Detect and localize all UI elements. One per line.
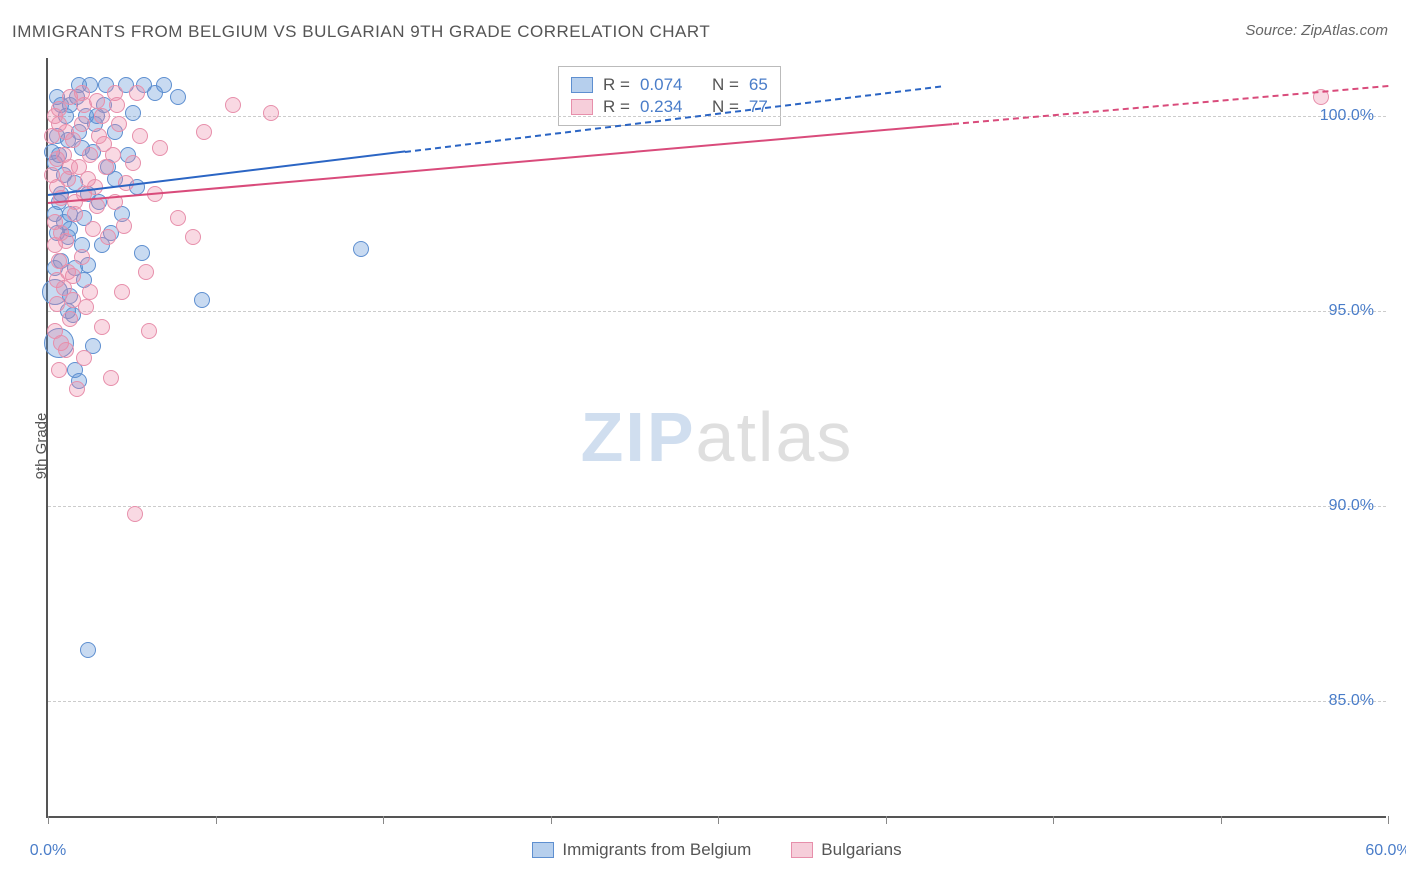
belgium-r-value: 0.074 <box>640 75 683 95</box>
scatter-point-bulgarians <box>263 105 279 121</box>
y-tick-label: 90.0% <box>1329 497 1374 515</box>
belgium-n-value: 65 <box>749 75 768 95</box>
watermark-atlas: atlas <box>696 398 854 476</box>
scatter-point-bulgarians <box>94 108 110 124</box>
scatter-point-bulgarians <box>132 128 148 144</box>
x-tick <box>216 816 217 824</box>
scatter-point-bulgarians <box>152 140 168 156</box>
scatter-point-bulgarians <box>74 116 90 132</box>
x-tick <box>48 816 49 824</box>
scatter-point-belgium <box>134 245 150 261</box>
legend-label-belgium: Immigrants from Belgium <box>562 840 751 860</box>
scatter-point-bulgarians <box>69 381 85 397</box>
legend: Immigrants from Belgium Bulgarians <box>48 840 1386 860</box>
scatter-point-bulgarians <box>127 506 143 522</box>
chart-container: IMMIGRANTS FROM BELGIUM VS BULGARIAN 9TH… <box>0 0 1406 892</box>
n-label: N = <box>712 75 739 95</box>
swatch-blue-icon <box>532 842 554 858</box>
scatter-point-bulgarians <box>138 264 154 280</box>
chart-title: IMMIGRANTS FROM BELGIUM VS BULGARIAN 9TH… <box>12 22 710 42</box>
bulgarians-r-value: 0.234 <box>640 97 683 117</box>
scatter-point-bulgarians <box>141 323 157 339</box>
scatter-point-bulgarians <box>89 93 105 109</box>
scatter-point-bulgarians <box>56 280 72 296</box>
scatter-point-bulgarians <box>91 128 107 144</box>
swatch-pink-icon <box>791 842 813 858</box>
scatter-point-bulgarians <box>170 210 186 226</box>
source-label: Source: <box>1245 22 1297 39</box>
scatter-point-bulgarians <box>44 128 60 144</box>
scatter-point-bulgarians <box>111 116 127 132</box>
scatter-point-bulgarians <box>225 97 241 113</box>
r-label: R = <box>603 75 630 95</box>
watermark-zip: ZIP <box>581 398 696 476</box>
scatter-point-belgium <box>147 85 163 101</box>
scatter-point-bulgarians <box>62 311 78 327</box>
scatter-point-bulgarians <box>53 225 69 241</box>
scatter-point-bulgarians <box>49 296 65 312</box>
r-label: R = <box>603 97 630 117</box>
scatter-point-bulgarians <box>74 85 90 101</box>
legend-item-belgium: Immigrants from Belgium <box>532 840 751 860</box>
x-tick-label: 60.0% <box>1365 842 1406 860</box>
scatter-point-bulgarians <box>89 198 105 214</box>
y-tick-label: 95.0% <box>1329 302 1374 320</box>
scatter-point-bulgarians <box>47 323 63 339</box>
swatch-blue-icon <box>571 77 593 93</box>
gridline-h <box>48 506 1386 507</box>
gridline-h <box>48 311 1386 312</box>
stat-row-bulgarians: R = 0.234 N = 77 <box>571 97 768 117</box>
y-tick-label: 85.0% <box>1329 692 1374 710</box>
scatter-point-bulgarians <box>94 319 110 335</box>
source-value: ZipAtlas.com <box>1301 22 1388 39</box>
scatter-point-bulgarians <box>71 159 87 175</box>
trendline-solid-bulgarians <box>48 123 953 204</box>
plot-area: ZIPatlas R = 0.074 N = 65 R = 0.234 N = … <box>46 58 1386 818</box>
scatter-point-belgium <box>353 241 369 257</box>
x-tick <box>551 816 552 824</box>
legend-label-bulgarians: Bulgarians <box>821 840 901 860</box>
scatter-point-bulgarians <box>196 124 212 140</box>
scatter-point-belgium <box>170 89 186 105</box>
stat-row-belgium: R = 0.074 N = 65 <box>571 75 768 95</box>
x-tick <box>1388 816 1389 824</box>
scatter-point-bulgarians <box>67 194 83 210</box>
scatter-point-bulgarians <box>51 362 67 378</box>
scatter-point-belgium <box>194 292 210 308</box>
scatter-point-bulgarians <box>76 350 92 366</box>
source-credit: Source: ZipAtlas.com <box>1245 22 1388 39</box>
scatter-point-bulgarians <box>185 229 201 245</box>
scatter-point-bulgarians <box>116 218 132 234</box>
x-tick-label: 0.0% <box>30 842 66 860</box>
swatch-pink-icon <box>571 99 593 115</box>
gridline-h <box>48 116 1386 117</box>
x-tick <box>383 816 384 824</box>
scatter-point-bulgarians <box>51 101 67 117</box>
x-tick <box>886 816 887 824</box>
legend-item-bulgarians: Bulgarians <box>791 840 901 860</box>
x-tick <box>1221 816 1222 824</box>
scatter-point-bulgarians <box>78 299 94 315</box>
watermark: ZIPatlas <box>581 397 854 477</box>
scatter-point-bulgarians <box>109 97 125 113</box>
scatter-point-bulgarians <box>85 221 101 237</box>
scatter-point-bulgarians <box>125 155 141 171</box>
gridline-h <box>48 701 1386 702</box>
y-tick-label: 100.0% <box>1320 107 1374 125</box>
scatter-point-bulgarians <box>103 370 119 386</box>
scatter-point-bulgarians <box>114 284 130 300</box>
scatter-point-bulgarians <box>58 342 74 358</box>
scatter-point-bulgarians <box>74 249 90 265</box>
scatter-point-bulgarians <box>129 85 145 101</box>
scatter-point-belgium <box>80 642 96 658</box>
scatter-point-bulgarians <box>82 284 98 300</box>
scatter-point-bulgarians <box>44 167 60 183</box>
scatter-point-belgium <box>125 105 141 121</box>
x-tick <box>718 816 719 824</box>
x-tick <box>1053 816 1054 824</box>
scatter-point-bulgarians <box>100 229 116 245</box>
scatter-point-bulgarians <box>105 147 121 163</box>
scatter-point-bulgarians <box>56 147 72 163</box>
